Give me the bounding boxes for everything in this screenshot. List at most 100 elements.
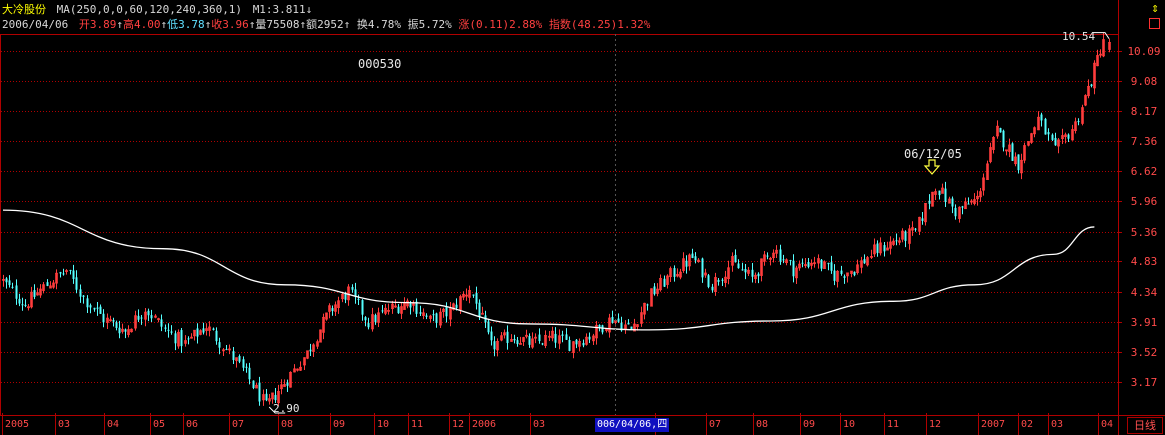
high-price-label: 10.54: [1062, 30, 1096, 43]
candle-body-down: [112, 320, 115, 322]
candle-body-down: [541, 343, 544, 345]
candle-body-up: [465, 294, 468, 297]
y-tick-label: 4.34: [1130, 285, 1158, 299]
y-tick-label: 5.36: [1130, 225, 1158, 239]
ma-params: MA(250,0,0,60,120,240,360,1): [56, 3, 243, 16]
candle-body-down: [79, 289, 82, 297]
candle-body-down: [1044, 118, 1047, 135]
period-selector[interactable]: 日线: [1127, 417, 1163, 434]
candle-body-up: [544, 335, 547, 346]
candle-body-down: [744, 269, 747, 273]
candle-body-up: [228, 348, 231, 351]
candle-body-down: [99, 306, 102, 314]
candle-body-up: [964, 201, 967, 210]
candle-body-down: [478, 302, 481, 317]
candle-body-down: [1002, 130, 1005, 148]
candle-body-down: [415, 301, 418, 314]
candle-body-up: [659, 277, 662, 291]
candle-body-up: [462, 293, 465, 298]
scroll-arrows-icon[interactable]: ⇕: [1151, 1, 1159, 16]
y-tick-label: 9.08: [1130, 74, 1158, 88]
candle-body-down: [265, 393, 268, 401]
candle-body-down: [232, 351, 235, 361]
candle-body-down: [62, 273, 65, 275]
x-tick-label: 04: [107, 419, 120, 430]
candle-body-down: [187, 338, 190, 340]
candle-body-down: [711, 286, 714, 291]
candle-body-up: [640, 312, 643, 324]
x-tick-label: 03: [1051, 419, 1064, 430]
candle-body-up: [322, 316, 325, 333]
x-tick-label: 2006: [472, 419, 497, 430]
candle-body-up: [27, 306, 30, 309]
candle-body-up: [39, 288, 42, 296]
candle-body-down: [46, 282, 49, 286]
x-tick-label: 07: [709, 419, 722, 430]
candle-body-down: [1077, 121, 1080, 123]
cursor-date-label[interactable]: 006/04/06,四: [595, 418, 670, 432]
candle-body-up: [669, 268, 672, 278]
candle-body-up: [608, 317, 611, 333]
up-arrow-icon: ↑: [160, 18, 168, 31]
candle-body-up: [500, 335, 503, 341]
candle-body-up: [941, 187, 944, 194]
candle-body-down: [258, 382, 261, 402]
candle-body-down: [361, 300, 364, 315]
candle-body-up: [760, 258, 763, 276]
up-arrow-icon: ↑: [204, 18, 212, 31]
candle-body-up: [190, 336, 193, 339]
candle-body-up: [982, 177, 985, 191]
candle-body-up: [870, 255, 873, 258]
stock-code: 000530: [358, 57, 402, 71]
candle-body-up: [1096, 55, 1099, 67]
candle-body-up: [387, 309, 390, 312]
candle-body-down: [827, 262, 830, 265]
quote-info-bar: 大冷股份 MA(250,0,0,60,120,240,360,1) M1:3.8…: [0, 0, 1165, 34]
candle-body-down: [568, 340, 571, 351]
candle-body-down: [617, 318, 620, 322]
candle-body-down: [286, 382, 289, 386]
candle-body-up: [391, 303, 394, 309]
candle-body-up: [522, 337, 525, 342]
y-tick-label: 8.17: [1130, 104, 1158, 118]
candle-body-down: [419, 312, 422, 314]
candle-body-down: [344, 294, 347, 300]
candle-body-down: [147, 310, 150, 316]
candle-body-up: [798, 263, 801, 269]
stock-name: 大冷股份: [2, 3, 46, 16]
candle-body-up: [996, 125, 999, 137]
candle-body-up: [970, 200, 973, 203]
candle-body-down: [620, 322, 623, 331]
y-tick-label: 4.83: [1130, 254, 1158, 268]
candle-body-down: [830, 262, 833, 271]
amplitude-value: 5.72%: [418, 18, 452, 31]
candle-body-down: [782, 259, 785, 261]
candle-body-up: [795, 267, 798, 279]
candle-body-up: [1064, 134, 1067, 137]
candle-body-down: [757, 273, 760, 277]
candle-body-up: [548, 335, 551, 338]
candle-body-up: [468, 290, 471, 298]
candle-body-up: [144, 311, 147, 320]
amplitude-label: 振: [407, 18, 419, 31]
candle-body-up: [973, 199, 976, 204]
up-arrow-icon: ↑: [299, 18, 307, 31]
candle-body-down: [876, 243, 879, 253]
candle-body-up: [422, 312, 425, 316]
candle-body-down: [82, 295, 85, 297]
candle-body-down: [493, 341, 496, 350]
candle-body-down: [24, 304, 27, 306]
candle-body-down: [840, 270, 843, 274]
candle-body-down: [506, 331, 509, 343]
candle-body-down: [944, 188, 947, 202]
candle-body-up: [442, 308, 445, 312]
maximize-button[interactable]: [1149, 18, 1160, 29]
candle-body-down: [174, 333, 177, 344]
x-tick-label: 12: [452, 419, 465, 430]
candle-body-up: [449, 307, 452, 320]
candle-body-up: [697, 259, 700, 263]
candle-body-down: [741, 269, 744, 271]
candle-body-down: [475, 292, 478, 304]
candle-body-up: [106, 317, 109, 323]
